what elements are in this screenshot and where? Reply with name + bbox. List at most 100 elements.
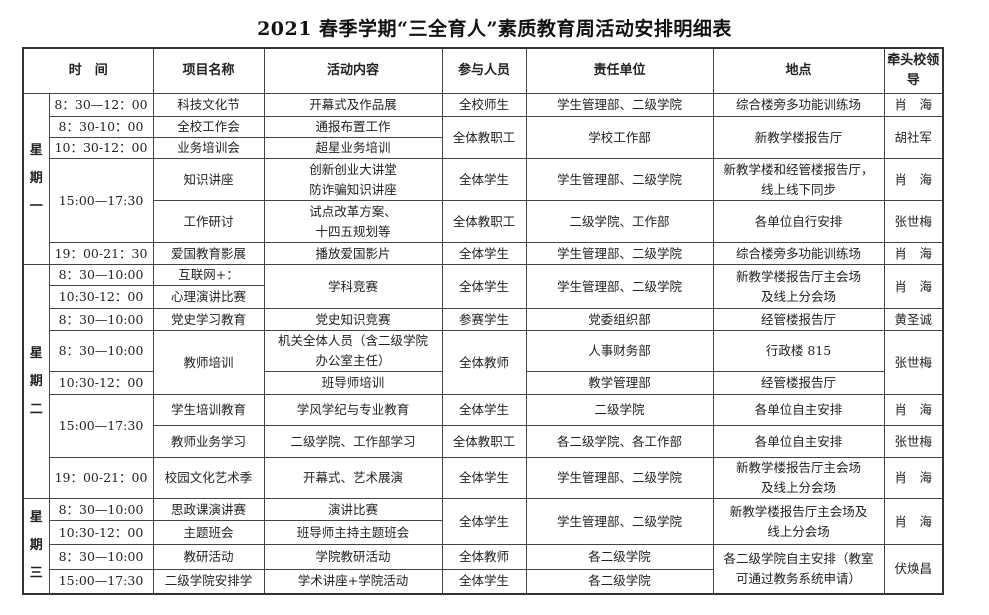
- table-cell: 各单位自行安排: [712, 200, 885, 243]
- table-cell: 各二级学院自主安排（教室 可通过教务系统申请）: [712, 544, 885, 594]
- table-cell: 全体教职工: [441, 425, 527, 458]
- table-cell: 二级学院安排学: [152, 569, 265, 594]
- table-cell: 肖 海: [883, 158, 944, 201]
- table-cell: 学术讲座+学院活动: [263, 569, 443, 594]
- table-cell: 全校工作会: [152, 116, 265, 138]
- table-cell: 新教学楼和经管楼报告厅， 线上线下同步: [712, 158, 885, 201]
- table-cell: 全校师生: [441, 93, 527, 117]
- table-cell: 全体教师: [441, 330, 527, 395]
- header-leader: 牵头校领导: [883, 47, 944, 94]
- table-cell: 学生培训教育: [152, 394, 265, 426]
- table-cell: 张世梅: [883, 425, 944, 458]
- table-row: 教师业务学习 二级学院、工作部学习 全体教职工 各二级学院、各工作部 各单位自主安排 张世…: [23, 425, 944, 458]
- table-cell: 教学管理部: [525, 371, 714, 395]
- schedule-table: 时 间 项目名称 活动内容 参与人员 责任单位 地点 牵头校领导 星 期 一 8：…: [22, 47, 945, 595]
- table-row: 15:00—17:30 二级学院安排学 学术讲座+学院活动 全体学生 各二级学院: [23, 569, 943, 594]
- table-cell: 8：30—10:00: [48, 498, 154, 521]
- table-cell: 党史学习教育: [152, 308, 265, 331]
- table-cell: 综合楼旁多功能训练场: [712, 242, 885, 265]
- table-row: 10:30-12：00 心理演讲比赛: [23, 285, 943, 309]
- table-cell: 全体教职工: [441, 116, 527, 159]
- table-cell: 全体学生: [441, 158, 527, 201]
- table-cell: 教研活动: [152, 544, 265, 570]
- header-content: 活动内容: [263, 47, 443, 94]
- table-cell: 学校工作部: [525, 116, 714, 159]
- table-cell: 新教学楼报告厅: [712, 116, 885, 159]
- table-body: 星 期 一 8：30—12：00 科技文化节 开幕式及作品展 全校师生 学生管理部、二级学…: [22, 93, 944, 594]
- table-cell: 15:00—17:30: [48, 569, 154, 594]
- table-cell: 业务培训会: [152, 137, 265, 159]
- table-cell: 班导师主持主题班会: [263, 520, 443, 545]
- table-row: 星 期 三 8：30—10:00 思政课演讲赛 演讲比赛 全体学生 学生管理部、二级学院新…: [22, 498, 944, 594]
- table-cell: 10：30-12：00: [48, 137, 154, 159]
- table-cell: 张世梅: [883, 330, 944, 395]
- table-cell: 肖 海: [883, 242, 944, 265]
- table-row: 工作研讨 试点改革方案、 十四五规划等 全体教职工 二级学院、工作部 各单位自行安排 张世…: [23, 200, 944, 243]
- table-header-row: 时 间 项目名称 活动内容 参与人员 责任单位 地点 牵头校领导: [22, 47, 944, 94]
- table-row: 15:00—17:30 知识讲座 创新创业大讲堂 防诈骗知识讲座 全体学生 学生管理部、…: [23, 158, 944, 243]
- table-cell: 综合楼旁多功能训练场: [712, 93, 885, 117]
- document-title: 2021 春季学期“三全育人”素质教育周活动安排明细表: [257, 18, 732, 40]
- table-cell: 通报布置工作: [263, 116, 443, 138]
- table-cell: 开幕式及作品展: [263, 93, 443, 117]
- table-cell: 10:30-12：00: [48, 520, 154, 545]
- table-cell: 二级学院: [525, 394, 714, 426]
- table-row: 星 期 一 8：30—12：00 科技文化节 开幕式及作品展 全校师生 学生管理部、二级学…: [22, 93, 944, 265]
- table-row: 19：00-21：00 校园文化艺术季 开幕式、艺术展演 全体学生 学生管理部、二级学院…: [23, 457, 944, 499]
- table-cell: 开幕式、艺术展演: [263, 457, 443, 499]
- table-cell: 二级学院、工作部学习: [263, 425, 443, 458]
- day-label: 星 期 三: [22, 498, 50, 594]
- table-cell: 8：30—10:00: [48, 544, 154, 570]
- table-cell: 全体教职工: [441, 200, 527, 243]
- table-cell: 各单位自主安排: [712, 394, 885, 426]
- table-row: 15:00—17:30 学生培训教育 学风学纪与专业教育 全体学生 二级学院 各单位自主安…: [23, 394, 944, 458]
- table-cell: 学科竞赛: [263, 264, 443, 309]
- table-cell: 心理演讲比赛: [152, 285, 265, 309]
- table-cell: 学风学纪与专业教育: [263, 394, 443, 426]
- table-row: 10:30-12：00 主题班会 班导师主持主题班会: [23, 520, 943, 545]
- table-cell: 各二级学院、各工作部: [525, 425, 714, 458]
- table-cell: 科技文化节: [152, 93, 265, 117]
- table-cell: 胡社军: [883, 116, 944, 159]
- table-cell: 全体学生: [441, 394, 527, 426]
- table-cell: 互联网+：: [152, 264, 265, 286]
- table-cell: 学生管理部、二级学院: [525, 93, 714, 117]
- table-cell: 肖 海: [883, 93, 944, 117]
- table-cell: 学院教研活动: [263, 544, 443, 570]
- table-cell: 行政楼 815: [712, 330, 885, 372]
- table-cell: 8：30—10:00: [48, 308, 154, 331]
- table-cell: 全体学生: [441, 569, 527, 594]
- table-cell: 工作研讨: [152, 200, 265, 243]
- table-row: 8：30—10:00 党史学习教育 党史知识竞赛 参赛学生 党委组织部 经管楼报告厅 黄圣诚: [23, 308, 944, 331]
- header-participants: 参与人员: [441, 47, 527, 94]
- table-cell: 新教学楼报告厅主会场 及线上分会场: [712, 264, 885, 309]
- table-row: 8：30—10:00 教师培训 机关全体人员（含二级学院 办公室主任） 全体教师 人事财…: [23, 330, 944, 395]
- table-cell: 试点改革方案、 十四五规划等: [263, 200, 443, 243]
- table-cell: 学生管理部、二级学院: [525, 457, 714, 499]
- table-cell: 肖 海: [883, 498, 944, 545]
- table-cell: 经管楼报告厅: [712, 308, 885, 331]
- table-cell: 肖 海: [883, 457, 944, 499]
- table-cell: 15:00—17:30: [48, 394, 154, 458]
- table-cell: 班导师培训: [263, 371, 443, 395]
- table-cell: 演讲比赛: [263, 498, 443, 521]
- table-cell: 伏焕昌: [883, 544, 944, 594]
- header-project: 项目名称: [152, 47, 265, 94]
- table-row: 8：30-10：00 全校工作会 通报布置工作 全体教职工 学校工作部 新教学楼报告厅 胡社…: [23, 116, 944, 159]
- table-cell: 校园文化艺术季: [152, 457, 265, 499]
- table-row: 8：30—10:00 教研活动 学院教研活动 全体教师 各二级学院 各二级学院自主安排（教…: [23, 544, 944, 594]
- table-cell: 张世梅: [883, 200, 944, 243]
- table-cell: 学生管理部、二级学院: [525, 264, 714, 309]
- table-cell: 全体学生: [441, 264, 527, 309]
- table-cell: 10:30-12：00: [48, 285, 154, 309]
- table-row: 星 期 二 8：30—10:00 互联网+： 学科竞赛 全体学生 学生管理部、二级学院 新教…: [22, 264, 944, 499]
- table-cell: 新教学楼报告厅主会场及 线上分会场: [712, 498, 885, 545]
- table-cell: 学生管理部、二级学院: [525, 158, 714, 201]
- header-responsible-unit: 责任单位: [525, 47, 714, 94]
- table-row: 19：00-21：30 爱国教育影展 播放爱国影片 全体学生 学生管理部、二级学院 综合楼…: [23, 242, 944, 265]
- table-cell: 10:30-12：00: [48, 371, 154, 395]
- table-cell: 教师培训: [152, 330, 265, 395]
- table-cell: 播放爱国影片: [263, 242, 443, 265]
- table-cell: 8：30—10:00: [48, 264, 154, 286]
- table-cell: 各二级学院: [525, 569, 714, 594]
